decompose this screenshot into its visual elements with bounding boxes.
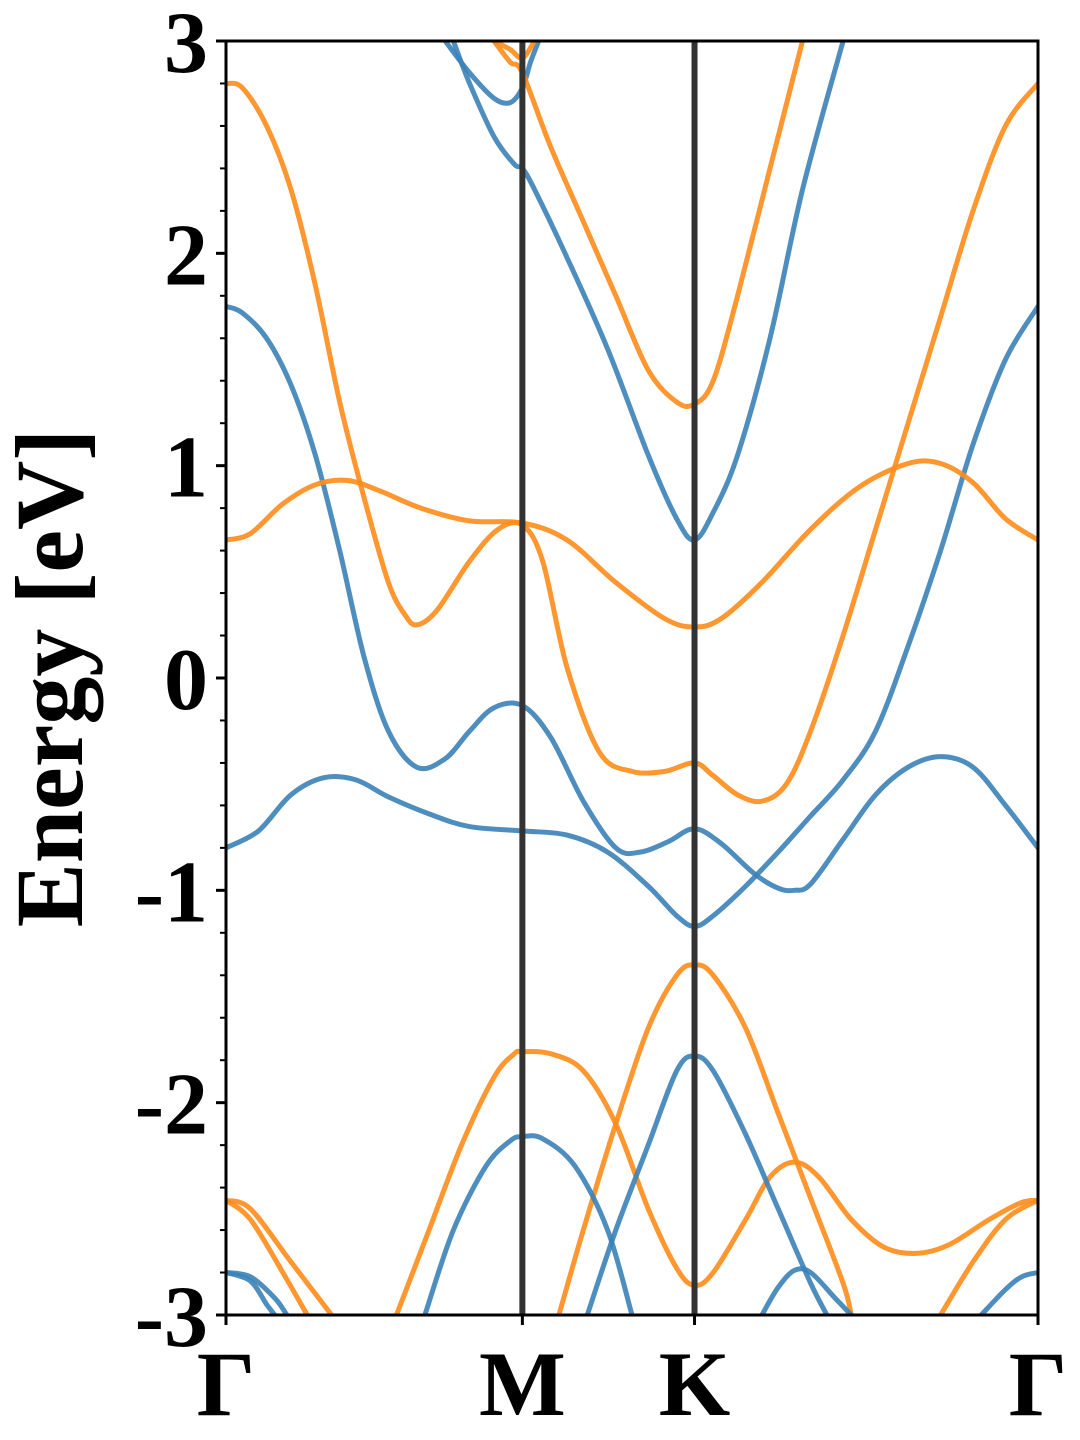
band-line-blue-2 — [442, 41, 542, 106]
band-line-blue-18 — [978, 1270, 1038, 1315]
band-line-orange-8 — [394, 1048, 1038, 1315]
y-tick-label: 2 — [164, 207, 208, 304]
x-tick-label: Γ — [1009, 1333, 1068, 1435]
x-tick-label: Γ — [197, 1333, 256, 1435]
y-axis-label: Energy [eV] — [0, 429, 103, 928]
band-line-orange-4 — [226, 80, 1038, 805]
y-tick-label: 1 — [164, 420, 208, 517]
x-tick-label: M — [479, 1333, 566, 1435]
band-line-blue-16 — [226, 1270, 278, 1315]
y-tick-label: -1 — [135, 844, 208, 941]
plot-frame — [224, 39, 1040, 1317]
x-tick-label: K — [659, 1333, 731, 1435]
series-layer — [226, 41, 1038, 1315]
band-line-blue-1 — [226, 303, 1038, 929]
band-line-orange-9 — [556, 962, 854, 1315]
band-line-blue-0 — [226, 303, 1038, 894]
band-line-blue-14 — [584, 1053, 830, 1315]
y-tick-label: -3 — [135, 1269, 208, 1366]
y-tick-label: 0 — [164, 632, 208, 729]
band-line-blue-15 — [226, 1270, 290, 1315]
band-line-blue-3 — [450, 41, 846, 543]
band-line-orange-10 — [226, 1197, 335, 1315]
band-line-orange-11 — [226, 1197, 310, 1315]
band-line-blue-17 — [759, 1266, 854, 1315]
y-tick-label: -2 — [135, 1057, 208, 1154]
band-line-orange-6 — [491, 41, 538, 61]
y-tick-label: 3 — [164, 0, 208, 92]
band-line-orange-7 — [491, 41, 805, 409]
high-symmetry-lines — [519, 41, 698, 1315]
band-line-orange-12 — [938, 1197, 1038, 1315]
band-line-orange-5 — [226, 458, 1038, 630]
